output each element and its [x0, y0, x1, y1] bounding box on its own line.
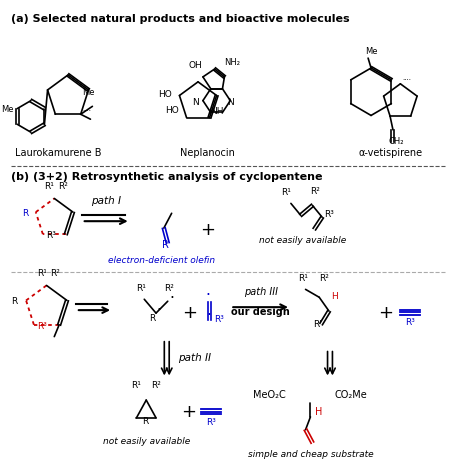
- Text: HO: HO: [158, 91, 172, 100]
- Text: R¹: R¹: [37, 269, 47, 278]
- Text: path I: path I: [91, 196, 121, 206]
- Text: R: R: [142, 417, 149, 426]
- Text: R¹: R¹: [131, 381, 141, 390]
- Text: H: H: [331, 292, 338, 301]
- Text: electron-deficient olefin: electron-deficient olefin: [108, 255, 216, 264]
- Text: simple and cheap substrate: simple and cheap substrate: [248, 450, 373, 459]
- Text: Me: Me: [365, 47, 378, 56]
- Text: R: R: [11, 297, 18, 306]
- Text: R': R': [313, 320, 322, 329]
- Text: R²: R²: [319, 274, 329, 283]
- Text: +: +: [181, 403, 196, 421]
- Text: R: R: [162, 240, 169, 250]
- Text: R³: R³: [37, 322, 47, 331]
- Text: NH₂: NH₂: [224, 58, 241, 67]
- Text: HO: HO: [165, 106, 179, 115]
- Text: R²: R²: [310, 186, 320, 195]
- Text: R²: R²: [151, 381, 161, 390]
- Text: path III: path III: [244, 287, 278, 297]
- Text: +: +: [378, 304, 393, 322]
- Text: R: R: [22, 209, 29, 218]
- Text: ....: ....: [402, 75, 411, 81]
- Text: N: N: [227, 98, 234, 107]
- Text: R³: R³: [206, 418, 216, 427]
- Text: (a) Selected natural products and bioactive molecules: (a) Selected natural products and bioact…: [11, 14, 350, 24]
- Text: R²: R²: [58, 182, 68, 191]
- Text: R³: R³: [405, 318, 415, 327]
- Text: R¹: R¹: [298, 274, 308, 283]
- Text: R: R: [149, 314, 155, 323]
- Text: H: H: [315, 407, 323, 417]
- Text: α-vetispirene: α-vetispirene: [358, 148, 423, 158]
- Text: N: N: [192, 98, 198, 107]
- Text: ·: ·: [207, 308, 212, 323]
- Text: R¹: R¹: [44, 182, 54, 191]
- Text: CO₂Me: CO₂Me: [335, 390, 368, 400]
- Text: ....: ....: [82, 106, 92, 112]
- Text: ·: ·: [156, 303, 161, 318]
- Text: not easily available: not easily available: [259, 236, 346, 245]
- Text: R¹: R¹: [281, 189, 291, 198]
- Text: path II: path II: [178, 353, 212, 363]
- Text: our design: our design: [231, 307, 290, 317]
- Text: OH: OH: [188, 61, 202, 70]
- Text: +: +: [182, 304, 197, 322]
- Text: MeO₂C: MeO₂C: [253, 390, 286, 400]
- Text: R¹: R¹: [136, 284, 146, 293]
- Text: Laurokamurene B: Laurokamurene B: [15, 148, 101, 158]
- Text: R³: R³: [324, 210, 334, 219]
- Text: CH₂: CH₂: [388, 137, 404, 146]
- Text: ·: ·: [205, 288, 210, 303]
- Text: not easily available: not easily available: [102, 437, 190, 446]
- Text: R³: R³: [214, 315, 223, 324]
- Text: (b) (3+2) Retrosynthetic analysis of cyclopentene: (b) (3+2) Retrosynthetic analysis of cyc…: [11, 172, 323, 182]
- Text: Me: Me: [82, 88, 94, 97]
- Text: Me: Me: [1, 106, 14, 115]
- Text: Neplanocin: Neplanocin: [180, 148, 235, 158]
- Text: R³: R³: [46, 231, 56, 240]
- Text: NH: NH: [210, 108, 223, 117]
- Text: ·: ·: [170, 291, 174, 306]
- Text: R²: R²: [164, 284, 173, 293]
- Text: +: +: [200, 221, 215, 239]
- Text: R²: R²: [50, 269, 60, 278]
